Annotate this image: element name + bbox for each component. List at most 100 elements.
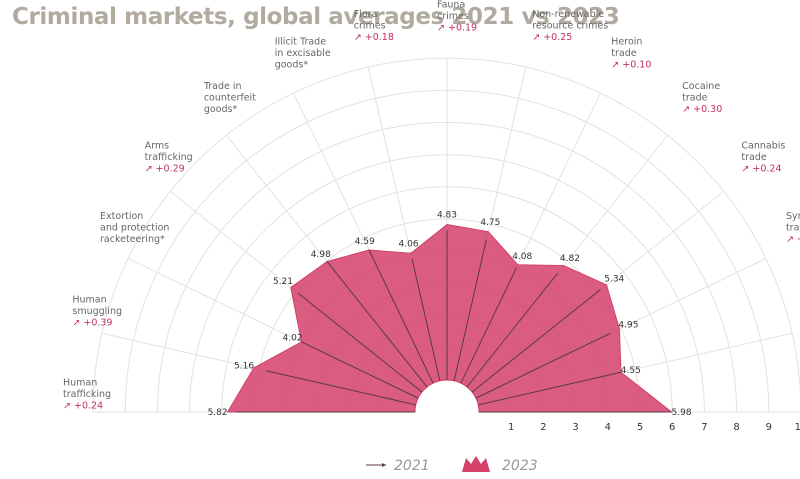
category-name: and protection [100, 223, 169, 234]
series-2021-lines [235, 230, 672, 413]
category-name: smuggling [72, 306, 122, 317]
category-name: resource crimes [532, 20, 608, 31]
category-name: goods* [275, 60, 309, 71]
category-name: Flora [354, 9, 378, 20]
category-name: racketeering* [100, 234, 165, 245]
value-label: 4.98 [311, 250, 331, 260]
category-name: Fauna [437, 0, 465, 11]
category-name: trafficking [145, 152, 193, 163]
tick-label: 5 [637, 422, 643, 433]
series-2021-line [411, 258, 441, 381]
series-2021-line [368, 249, 434, 384]
category-name: Human [63, 378, 97, 389]
legend-2021-arrow [382, 463, 386, 467]
series-2021-line [471, 289, 601, 393]
category-name: trade [741, 152, 766, 163]
series-2021-line [460, 267, 517, 384]
value-label: 5.34 [604, 275, 624, 285]
series-2021-line [301, 341, 419, 399]
category-label: Synthetic drugtrade↗ +0.33 [786, 211, 800, 245]
legend-2023-swatch [462, 456, 490, 472]
hub-mask [413, 413, 481, 443]
category-delta: ↗ +0.24 [741, 163, 781, 174]
category-name: Trade in [203, 81, 242, 92]
value-label: 5.21 [273, 277, 293, 287]
value-label: 4.08 [512, 252, 532, 262]
category-name: crimes [437, 11, 469, 22]
tick-label: 6 [669, 422, 675, 433]
value-label: 5.16 [234, 362, 254, 372]
tick-label: 10 [795, 422, 800, 433]
tick-label: 4 [605, 422, 611, 433]
category-delta: ↗ +0.30 [682, 104, 722, 115]
legend-2021-label: 2021 [394, 458, 430, 474]
category-name: Cannabis [741, 140, 785, 151]
category-name: Extortion [100, 211, 143, 222]
value-label: 4.02 [283, 334, 303, 344]
category-delta: ↗ +0.18 [354, 32, 394, 43]
category-name: Non-renewable [532, 9, 604, 20]
value-label: 5.98 [672, 408, 692, 418]
value-label: 4.83 [437, 210, 457, 220]
category-name: Synthetic drug [786, 211, 800, 222]
series-2021-line [297, 292, 423, 393]
category-name: trade [611, 48, 636, 59]
value-label: 4.59 [355, 237, 375, 247]
category-delta: ↗ +0.25 [532, 32, 572, 43]
series-2023-area [226, 223, 674, 413]
category-name: Heroin [611, 37, 642, 48]
category-name: Arms [145, 140, 169, 151]
legend-2023-label: 2023 [502, 458, 538, 474]
series-2021-line [265, 370, 416, 406]
value-label: 4.06 [399, 240, 419, 250]
tick-label: 9 [766, 422, 772, 433]
category-name: Illicit Trade [275, 37, 326, 48]
category-name: trade [786, 223, 800, 234]
value-label: 5.82 [208, 408, 228, 418]
category-name: Cocaine [682, 81, 720, 92]
series-2021-line [326, 261, 428, 388]
category-delta: ↗ +0.39 [72, 317, 112, 328]
category-name: goods* [204, 104, 238, 115]
series-2021-line [466, 272, 559, 388]
category-delta: ↗ +0.29 [145, 163, 185, 174]
category-delta: ↗ +0.24 [63, 401, 103, 412]
category-name: Human [72, 294, 106, 305]
value-labels: 5.82 5.16 4.02 5.21 4.98 4.59 4.06 4.83 4.75 4.08… [208, 210, 692, 418]
tick-label: 8 [733, 422, 739, 433]
category-name: counterfeit [204, 93, 256, 104]
value-label: 4.95 [618, 321, 638, 331]
tick-label: 3 [572, 422, 578, 433]
category-delta: ↗ +0.19 [437, 23, 477, 34]
series-2021-line [453, 239, 487, 381]
value-label: 4.82 [560, 254, 580, 264]
category-name: crimes [354, 20, 386, 31]
category-delta: ↗ +0.10 [611, 60, 651, 71]
tick-label: 1 [508, 422, 514, 433]
center-hub [413, 381, 481, 443]
chart-title: Criminal markets, global averages 2021 v… [12, 4, 620, 30]
tick-label: 7 [701, 422, 707, 433]
legend: 2021 2023 [366, 456, 538, 474]
series-2021-line [475, 333, 611, 399]
category-delta: ↗ +0.33 [786, 234, 800, 245]
category-name: trade [682, 93, 707, 104]
series-2023-polygon [226, 223, 674, 413]
series-2021-line [478, 371, 622, 406]
tick-label: 2 [540, 422, 546, 433]
radial-tick-labels: 1 2 3 4 5 6 7 8 9 10 [508, 422, 800, 433]
